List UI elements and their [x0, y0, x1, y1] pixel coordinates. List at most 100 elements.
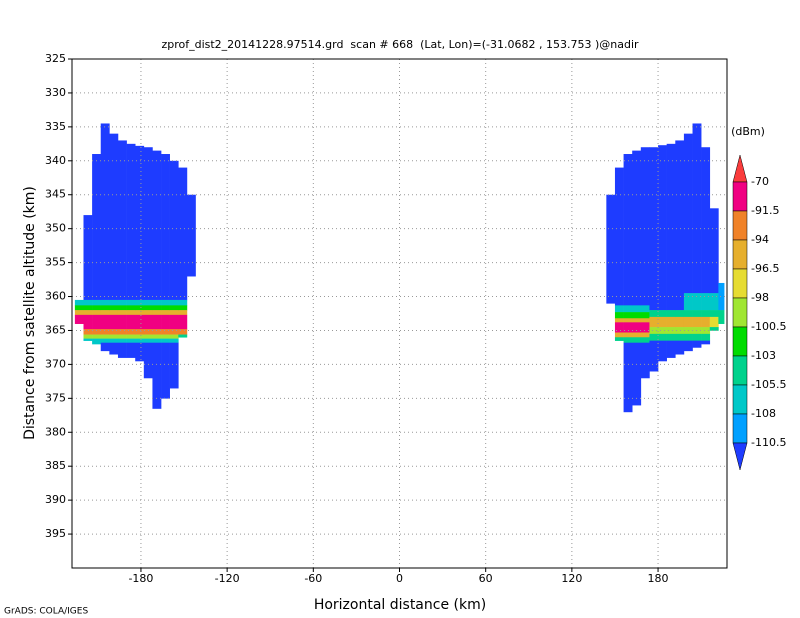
cell	[614, 312, 624, 319]
cell	[161, 310, 170, 316]
cell	[126, 143, 136, 301]
cell	[109, 133, 119, 301]
y-tick-label: 365	[45, 323, 66, 336]
cell	[632, 312, 642, 319]
cell	[161, 299, 170, 306]
cell	[169, 329, 179, 335]
colorbar-swatch	[732, 326, 748, 357]
cell	[152, 310, 162, 316]
cell	[100, 123, 110, 301]
cell	[109, 329, 119, 335]
cell	[92, 314, 102, 330]
cell	[675, 333, 685, 341]
cell	[74, 299, 84, 306]
cell	[117, 334, 127, 339]
colorbar-tick-label: -94	[751, 233, 769, 246]
cell	[623, 337, 633, 343]
cell	[117, 329, 127, 335]
cell	[666, 143, 676, 311]
cell	[683, 133, 693, 294]
cell	[692, 340, 702, 348]
cell	[117, 310, 127, 316]
cell	[709, 327, 719, 331]
y-tick-label: 360	[45, 290, 66, 303]
cell	[178, 167, 188, 301]
cell	[675, 327, 685, 335]
cell	[709, 316, 719, 328]
cell	[666, 316, 676, 328]
cell	[640, 337, 650, 343]
cell	[92, 299, 102, 306]
y-tick-label: 335	[45, 120, 66, 133]
cell	[718, 310, 725, 324]
cell	[169, 342, 179, 389]
cell	[666, 333, 676, 341]
cell	[666, 310, 676, 318]
y-tick-label: 375	[45, 391, 66, 404]
y-tick-label: 340	[45, 154, 66, 167]
cell	[614, 318, 624, 323]
cell	[683, 293, 693, 311]
cell	[623, 305, 633, 313]
cell	[675, 340, 685, 355]
cell	[649, 310, 659, 318]
cell	[74, 310, 84, 316]
colorbar-swatch	[732, 355, 748, 386]
x-tick-label: 120	[561, 572, 582, 585]
colorbar-tick-label: -105.5	[751, 378, 786, 391]
cell	[109, 338, 119, 343]
cell	[640, 305, 650, 313]
cell	[701, 293, 711, 311]
cell	[135, 342, 145, 362]
cell	[126, 314, 136, 330]
cell	[692, 310, 702, 318]
cell	[143, 329, 153, 335]
colorbar-tick-label: -103	[751, 349, 776, 362]
cell	[126, 342, 136, 358]
cell	[614, 332, 624, 338]
cell	[109, 305, 119, 311]
cell	[92, 305, 102, 311]
cell	[100, 334, 110, 339]
y-tick-label: 325	[45, 52, 66, 65]
cell	[135, 338, 145, 343]
x-tick-label: -120	[215, 572, 240, 585]
cell	[709, 293, 719, 311]
y-tick-label: 370	[45, 357, 66, 370]
x-tick-label: -180	[128, 572, 153, 585]
cell	[614, 337, 624, 341]
cell	[709, 208, 719, 294]
x-tick-label: 0	[396, 572, 403, 585]
cell	[701, 340, 711, 345]
cell	[640, 312, 650, 319]
plot-frame	[71, 58, 728, 569]
cell	[614, 305, 624, 313]
cell	[109, 299, 119, 306]
cell	[152, 150, 162, 301]
cell	[152, 299, 162, 306]
y-tick-label: 390	[45, 493, 66, 506]
x-axis-label: Horizontal distance (km)	[314, 597, 486, 613]
y-axis-label: Distance from satellite altitude (km)	[22, 186, 38, 440]
cell	[126, 334, 136, 339]
cell	[161, 314, 170, 330]
cell	[178, 334, 188, 338]
cell	[161, 342, 170, 399]
cell	[675, 316, 685, 328]
cell	[100, 338, 110, 343]
cell	[143, 299, 153, 306]
cell	[632, 337, 642, 343]
cell	[178, 329, 188, 335]
colorbar-tick-label: -100.5	[751, 320, 786, 333]
cell	[169, 310, 179, 316]
cell	[632, 342, 642, 406]
cell	[186, 194, 196, 277]
colorbar-tick-label: -96.5	[751, 262, 779, 275]
cell	[640, 332, 650, 338]
cell	[640, 147, 650, 306]
colorbar-tick-label: -108	[751, 407, 776, 420]
colorbar-cap	[732, 442, 748, 471]
cell	[658, 145, 667, 311]
cell	[117, 314, 127, 330]
